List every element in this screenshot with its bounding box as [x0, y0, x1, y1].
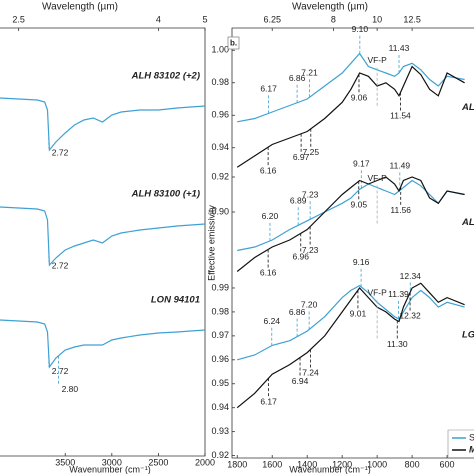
annotation-label: 7.23 — [302, 190, 319, 200]
sample-label: AL — [461, 217, 474, 228]
panel-label: b. — [230, 39, 237, 48]
annotation-label: 2.72 — [52, 261, 69, 271]
annotation-label: 11.30 — [387, 339, 408, 349]
annotation-label: 7.20 — [301, 300, 318, 310]
y-tick-label: 0.92 — [211, 171, 229, 181]
y-tick-label: 1.00 — [211, 45, 229, 55]
annotation-label: 6.96 — [292, 252, 309, 262]
annotation-label: 11.43 — [389, 43, 410, 53]
legend-label: M — [469, 444, 474, 454]
annotation-label: 6.16 — [260, 165, 277, 175]
x-axis-title: Wavenumber (cm⁻¹) — [289, 464, 370, 474]
annotation-label: 2.72 — [52, 147, 69, 157]
x-tick-label: 1800 — [227, 459, 247, 469]
marker-label: VF-P — [367, 173, 387, 183]
x-tick-label: 3500 — [55, 457, 75, 467]
annotation-label: 11.54 — [390, 111, 411, 121]
x-tick-label: 1400 — [297, 459, 317, 469]
annotation-label: 6.17 — [260, 84, 277, 94]
left-axes — [0, 27, 206, 457]
annotation-label: 11.49 — [389, 161, 410, 171]
right-axes — [231, 27, 474, 459]
spectrum-line — [0, 319, 206, 369]
annotation-label: 9.05 — [351, 199, 368, 209]
annotation-label: 6.94 — [292, 376, 309, 386]
sample-label: AL — [461, 102, 474, 113]
spectrum-line — [236, 176, 465, 272]
y-tick-label: 0.92 — [211, 450, 229, 460]
sample-label: ALH 83102 (+2) — [131, 71, 200, 82]
y-tick-label: 0.96 — [211, 354, 229, 364]
x2-tick-label: 5 — [202, 14, 207, 24]
x2-tick-label: 10 — [372, 14, 382, 24]
y-tick-label: 0.94 — [211, 402, 229, 412]
annotation-label: 9.16 — [353, 257, 370, 267]
x-axis-title: Wavenumber (cm⁻¹) — [69, 464, 150, 474]
y-tick-label: 0.95 — [211, 378, 229, 388]
spectrum-line — [236, 65, 465, 168]
x-tick-label: 1000 — [367, 459, 387, 469]
x-tick-label: 3000 — [102, 457, 122, 467]
legend-label: S — [469, 432, 474, 442]
y-axis-title: Effective emissivity — [206, 205, 216, 281]
x2-tick-label: 8 — [331, 14, 336, 24]
annotation-label: 12.32 — [399, 311, 421, 321]
annotation-label: 6.86 — [289, 307, 306, 317]
annotation-label: 9.01 — [350, 309, 367, 319]
annotation-label: 9.06 — [351, 92, 368, 102]
legend-box — [447, 429, 474, 458]
x-tick-label: 2500 — [148, 457, 168, 467]
y-tick-label: 0.93 — [211, 426, 229, 436]
spectrum-line — [0, 97, 206, 152]
y-tick-label: 0.96 — [211, 110, 229, 120]
annotation-label: 9.17 — [353, 159, 370, 169]
x-tick-label: 1200 — [332, 459, 352, 469]
annotation-label: 12.34 — [400, 271, 422, 281]
annotation-label: 11.56 — [390, 205, 411, 215]
x2-tick-label: 4 — [156, 14, 161, 24]
x2-tick-label: 2.5 — [12, 14, 25, 24]
x-tick-label: 600 — [440, 459, 455, 469]
annotation-label: 2.80 — [62, 384, 79, 394]
annotation-label: 7.25 — [303, 147, 320, 157]
x-tick-label: 2000 — [195, 457, 215, 467]
annotation-label: 6.89 — [290, 195, 307, 205]
sample-label: ALH 83100 (+1) — [131, 189, 200, 200]
annotation-label: 7.23 — [302, 245, 319, 255]
annotation-label: 11.39 — [388, 289, 409, 299]
annotation-label: 6.20 — [262, 211, 279, 221]
x2-tick-label: 6.25 — [263, 14, 281, 24]
x2-tick-label: 12.5 — [403, 14, 421, 24]
annotation-label: 6.16 — [260, 268, 277, 278]
x2-axis-title: Wavelength (µm) — [292, 2, 368, 13]
y-tick-label: 0.98 — [211, 306, 229, 316]
y-tick-label: 0.94 — [211, 142, 229, 152]
y-tick-label: 0.97 — [211, 330, 229, 340]
x-tick-label: 1600 — [262, 459, 282, 469]
sample-label: LG — [462, 330, 474, 341]
panel-label-box — [227, 36, 240, 50]
annotation-label: 6.97 — [293, 152, 310, 162]
annotation-label: 6.17 — [260, 396, 277, 406]
annotation-label: 2.72 — [52, 366, 69, 376]
spectrum-line — [0, 206, 206, 267]
marker-label: VF-P — [367, 55, 387, 65]
annotation-label: 7.24 — [302, 368, 319, 378]
x-tick-label: 800 — [405, 459, 420, 469]
x2-axis-title: Wavelength (µm) — [42, 2, 118, 13]
y-tick-label: 0.98 — [211, 77, 229, 87]
annotation-label: 6.24 — [263, 316, 280, 326]
sample-label: LON 94101 — [151, 295, 200, 306]
annotation-label: 9.10 — [352, 24, 369, 34]
annotation-label: 7.21 — [301, 68, 318, 78]
y-tick-label: 0.90 — [211, 206, 229, 216]
marker-label: VF-P — [367, 288, 387, 298]
annotation-label: 6.86 — [289, 73, 306, 83]
y-tick-label: 0.99 — [211, 282, 229, 292]
